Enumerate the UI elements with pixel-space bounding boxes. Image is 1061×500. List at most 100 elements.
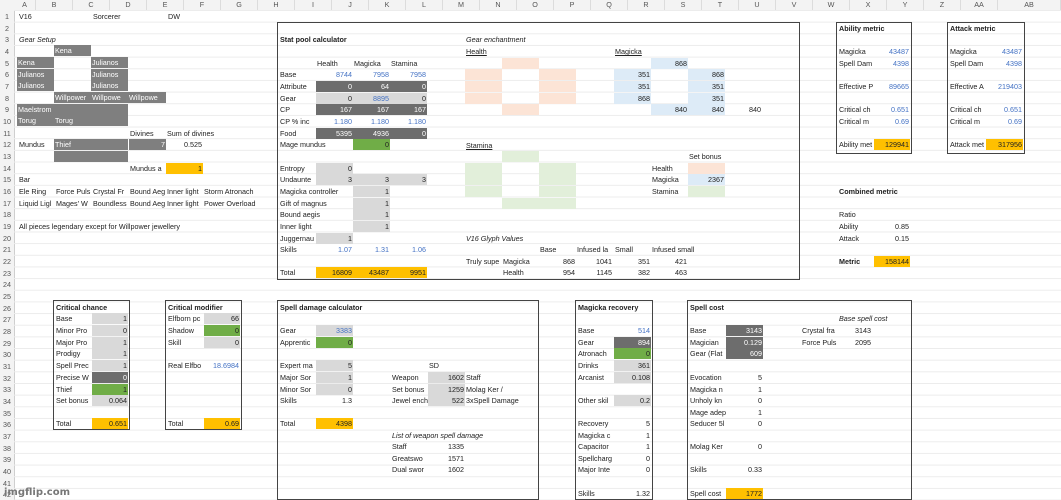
- glyph-header[interactable]: Infused la: [577, 245, 609, 254]
- column-header[interactable]: Q: [591, 0, 628, 10]
- critm-total-label[interactable]: Total: [168, 419, 184, 428]
- stat-row-label[interactable]: Attribute: [280, 82, 307, 91]
- row-header[interactable]: 7: [5, 82, 9, 92]
- column-header[interactable]: AA: [961, 0, 998, 10]
- ench-stamina-cell[interactable]: [539, 163, 576, 174]
- set-bonus-stamina-value[interactable]: [688, 186, 725, 197]
- ench-magicka-bottom[interactable]: 840: [688, 104, 725, 115]
- row-header[interactable]: 33: [3, 385, 11, 395]
- column-header[interactable]: B: [36, 0, 73, 10]
- column-header[interactable]: P: [554, 0, 591, 10]
- critc-row-label[interactable]: Base: [56, 314, 73, 323]
- column-header[interactable]: U: [739, 0, 776, 10]
- row-header[interactable]: 3: [5, 35, 9, 45]
- bar2-slot[interactable]: Inner light: [167, 199, 199, 208]
- glyph-value[interactable]: 463: [675, 268, 687, 277]
- mr-skills-value[interactable]: 1.32: [636, 489, 650, 498]
- magicka-controller-label[interactable]: Magicka controller: [280, 187, 339, 196]
- sc-magicka-n-label[interactable]: Magicka n: [690, 385, 723, 394]
- sd-gear-value[interactable]: 3383: [316, 325, 353, 336]
- stat-row-value[interactable]: 8895: [353, 93, 390, 104]
- mr-spellcharge-label[interactable]: Spellcharg: [578, 454, 612, 463]
- ench-magicka-right[interactable]: 868: [688, 69, 725, 80]
- sd-skills-label[interactable]: Skills: [280, 396, 297, 405]
- ench-magicka-bottom[interactable]: 840: [749, 105, 761, 114]
- sd-major-value[interactable]: 1: [316, 372, 353, 383]
- cell-gear[interactable]: Torug: [54, 115, 91, 126]
- glyph-title[interactable]: V16 Glyph Values: [466, 234, 524, 243]
- set-bonus-stamina[interactable]: Stamina: [652, 187, 679, 196]
- row-header[interactable]: 41: [3, 478, 11, 488]
- inner-light-label[interactable]: Inner light: [280, 222, 312, 231]
- row-header[interactable]: 20: [3, 233, 11, 243]
- sc-skills-value[interactable]: 0.33: [748, 465, 762, 474]
- weapon-list-title[interactable]: List of weapon spell damage: [392, 431, 484, 440]
- row-header[interactable]: 21: [3, 245, 11, 255]
- row-header[interactable]: 42: [3, 490, 11, 500]
- sc-molag-label[interactable]: Molag Ker: [690, 442, 723, 451]
- ability-spell-value[interactable]: 4398: [893, 59, 909, 68]
- bar1-slot[interactable]: Inner light: [167, 187, 199, 196]
- mundus-blank[interactable]: [54, 151, 91, 162]
- critc-row-value[interactable]: 1: [92, 384, 128, 395]
- stat-row-value[interactable]: 64: [353, 81, 390, 92]
- cell-grid[interactable]: [14, 10, 1061, 500]
- combined-metric-value[interactable]: 158144: [874, 256, 910, 267]
- cell-gear[interactable]: Kena: [17, 57, 54, 68]
- cell-gear[interactable]: Willpower: [54, 92, 91, 103]
- row-header[interactable]: 14: [3, 163, 11, 173]
- critc-row-label[interactable]: Prodigy: [56, 349, 81, 358]
- row-header[interactable]: 40: [3, 467, 11, 477]
- glyph-row-label[interactable]: Truly supe: [466, 257, 500, 266]
- row-header[interactable]: 15: [3, 175, 11, 185]
- mr-major-int-label[interactable]: Major Inte: [578, 465, 610, 474]
- column-header[interactable]: Y: [887, 0, 924, 10]
- mundus-thief[interactable]: Thief: [54, 139, 91, 150]
- spell-damage-title[interactable]: Spell damage calculator: [280, 303, 363, 312]
- row-header[interactable]: 26: [3, 303, 11, 313]
- skills-label[interactable]: Skills: [280, 245, 297, 254]
- stat-row-value[interactable]: 4936: [353, 128, 390, 139]
- stat-row-value[interactable]: 167: [316, 104, 353, 115]
- ability-metric-value[interactable]: 129941: [874, 139, 910, 150]
- mr-major-int-value[interactable]: 0: [646, 465, 650, 474]
- undaunted-magicka[interactable]: 3: [353, 174, 390, 185]
- jewel-label[interactable]: Jewel ench: [392, 396, 428, 405]
- row-header[interactable]: 13: [3, 152, 11, 162]
- force-pulse-value[interactable]: 2095: [855, 338, 871, 347]
- shadow-label[interactable]: Shadow: [168, 326, 194, 335]
- stat-stamina-header[interactable]: Stamina: [391, 59, 418, 68]
- cell-gear[interactable]: Julianos: [91, 69, 128, 80]
- bar2-ultimate[interactable]: Power Overload: [204, 199, 256, 208]
- sc-gear-label[interactable]: Gear (Flat: [690, 349, 723, 358]
- cell-gear[interactable]: Willpowe: [91, 92, 128, 103]
- row-header[interactable]: 36: [3, 420, 11, 430]
- mr-gear-value[interactable]: 894: [614, 337, 651, 348]
- ench-health-header[interactable]: Health: [466, 47, 487, 56]
- column-header[interactable]: S: [665, 0, 702, 10]
- sd-gear-label[interactable]: Gear: [280, 326, 296, 335]
- entropy-label[interactable]: Entropy: [280, 164, 305, 173]
- set-bonus-label[interactable]: Set bonus: [392, 385, 425, 394]
- critc-row-value[interactable]: 0.064: [92, 395, 128, 406]
- combined-metric-label[interactable]: Metric: [839, 257, 861, 266]
- juggernaut-value[interactable]: 1: [316, 233, 353, 244]
- sd-expert-label[interactable]: Expert ma: [280, 361, 313, 370]
- sc-gear-value[interactable]: 609: [726, 348, 763, 359]
- glyph-header[interactable]: Infused small: [652, 245, 695, 254]
- ench-stamina-cell[interactable]: [539, 174, 576, 185]
- skill-label[interactable]: Skill: [168, 338, 182, 347]
- stat-row-value[interactable]: 167: [353, 104, 390, 115]
- row-header[interactable]: 8: [5, 93, 9, 103]
- mr-atronach-value[interactable]: 0: [614, 348, 651, 359]
- bar1-slot[interactable]: Crystal Fr: [93, 187, 125, 196]
- stat-row-value[interactable]: 7958: [373, 70, 389, 79]
- mr-other-value[interactable]: 0.2: [614, 395, 651, 406]
- entropy-value[interactable]: 0: [316, 163, 353, 174]
- column-header[interactable]: R: [628, 0, 665, 10]
- mundus-blank[interactable]: [91, 139, 128, 150]
- bar2-slot[interactable]: Liquid Ligl: [19, 199, 52, 208]
- ability-crit-ch-label[interactable]: Critical ch: [839, 105, 871, 114]
- ench-health-cell[interactable]: [502, 58, 539, 69]
- elfborn-value[interactable]: 66: [204, 313, 240, 324]
